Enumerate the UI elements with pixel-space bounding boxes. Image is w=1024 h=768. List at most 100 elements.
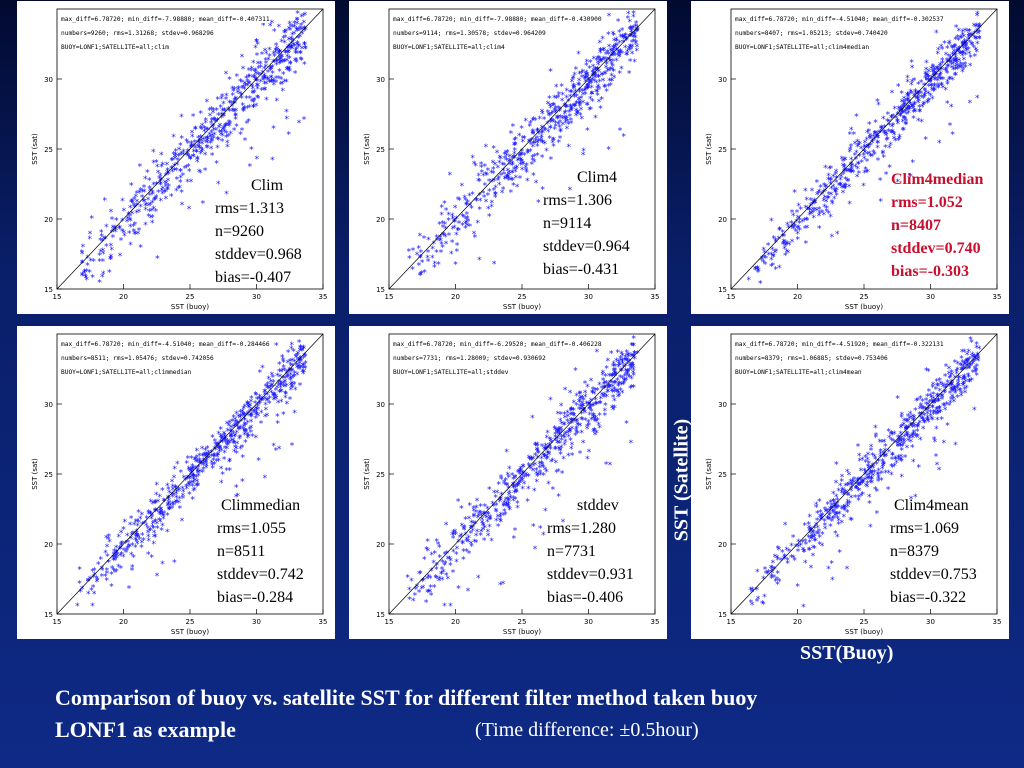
data-point: * (456, 196, 461, 206)
data-point: * (475, 528, 480, 538)
data-point: * (191, 148, 196, 158)
data-point: * (187, 480, 192, 490)
data-point: * (190, 495, 195, 505)
data-point: * (527, 464, 532, 474)
data-point: * (807, 513, 812, 523)
data-point: * (770, 567, 775, 577)
data-point: * (598, 46, 603, 56)
data-point: * (194, 149, 199, 159)
data-point: * (592, 427, 597, 437)
data-point: * (483, 513, 488, 523)
data-point: * (238, 424, 243, 434)
data-point: * (254, 392, 259, 402)
x-tick-label: 15 (53, 618, 62, 626)
data-point: * (952, 44, 957, 54)
data-point: * (78, 588, 83, 598)
data-point: * (879, 476, 884, 486)
x-axis-title: SST (buoy) (845, 628, 883, 636)
data-point: * (554, 83, 559, 93)
data-point: * (115, 552, 120, 562)
data-point: * (792, 556, 797, 566)
data-point: * (935, 392, 940, 402)
data-point: * (494, 502, 499, 512)
data-point: * (540, 154, 545, 164)
caption-line-1: Comparison of buoy vs. satellite SST for… (55, 685, 758, 710)
data-point: * (826, 172, 831, 182)
data-point: * (199, 126, 204, 136)
data-point: * (230, 429, 235, 439)
data-point: * (205, 98, 210, 108)
data-point: * (835, 230, 840, 240)
data-point: * (451, 215, 456, 225)
data-point: * (260, 87, 265, 97)
data-point: * (293, 386, 298, 396)
data-point: * (607, 382, 612, 392)
data-point: * (194, 464, 199, 474)
data-point: * (243, 422, 248, 432)
data-point: * (927, 387, 932, 397)
data-point: * (597, 55, 602, 65)
data-point: * (610, 388, 615, 398)
data-point: * (817, 206, 822, 216)
data-point: * (612, 404, 617, 414)
data-point: * (858, 481, 863, 491)
data-point: * (225, 441, 230, 451)
data-point: * (863, 149, 868, 159)
data-point: * (209, 119, 214, 129)
data-point: * (838, 482, 843, 492)
data-point: * (820, 542, 825, 552)
data-point: * (545, 444, 550, 454)
data-point: * (453, 531, 458, 541)
data-point: * (223, 437, 228, 447)
data-point: * (845, 177, 850, 187)
header-line: max_diff=6.78720; min_diff=-7.98880; mea… (61, 16, 270, 23)
data-point: * (906, 104, 911, 114)
data-point: * (953, 65, 958, 75)
data-point: * (425, 589, 430, 599)
data-point: * (252, 96, 257, 106)
data-point: * (281, 359, 286, 369)
data-point: * (179, 113, 184, 123)
data-point: * (865, 475, 870, 485)
data-point: * (289, 37, 294, 47)
data-point: * (607, 77, 612, 87)
data-point: * (506, 471, 511, 481)
data-point: * (187, 467, 192, 477)
data-point: * (282, 39, 287, 49)
data-point: * (572, 71, 577, 81)
data-point: * (154, 491, 159, 501)
data-point: * (590, 84, 595, 94)
data-point: * (292, 30, 297, 40)
data-point: * (293, 50, 298, 60)
data-point: * (487, 485, 492, 495)
data-point: * (233, 115, 238, 125)
data-point: * (555, 439, 560, 449)
data-point: * (575, 430, 580, 440)
data-point: * (562, 410, 567, 420)
data-point: * (109, 256, 114, 266)
data-point: * (900, 110, 905, 120)
data-point: * (297, 356, 302, 366)
data-point: * (191, 479, 196, 489)
data-point: * (507, 496, 512, 506)
data-point: * (587, 421, 592, 431)
data-point: * (160, 487, 165, 497)
data-point: * (949, 385, 954, 395)
data-point: * (507, 169, 512, 179)
data-point: * (785, 240, 790, 250)
data-point: * (883, 130, 888, 140)
data-point: * (546, 128, 551, 138)
data-point: * (228, 433, 233, 443)
data-point: * (245, 412, 250, 422)
data-point: * (887, 122, 892, 132)
data-point: * (91, 583, 96, 593)
data-point: * (160, 190, 165, 200)
data-point: * (593, 417, 598, 427)
data-point: * (222, 430, 227, 440)
data-point: * (221, 439, 226, 449)
data-point: * (763, 566, 768, 576)
data-point: * (135, 532, 140, 542)
data-point: * (924, 59, 929, 69)
data-point: * (253, 68, 258, 78)
data-point: * (618, 33, 623, 43)
